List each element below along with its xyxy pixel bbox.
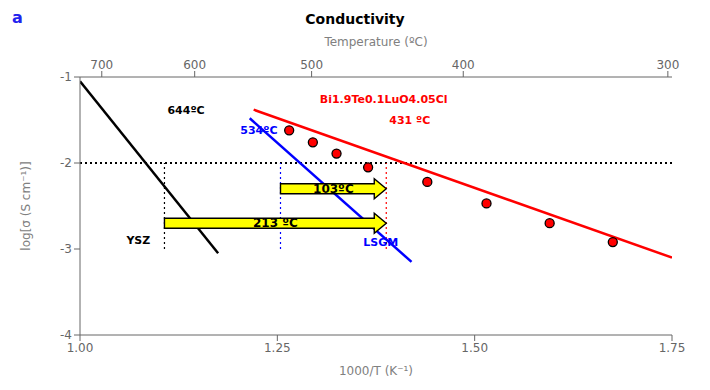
svg-text:1.00: 1.00 (67, 341, 94, 355)
svg-text:400: 400 (452, 58, 475, 72)
svg-text:644ºC: 644ºC (167, 104, 204, 117)
svg-text:213 ºC: 213 ºC (253, 216, 298, 230)
svg-text:1.50: 1.50 (461, 341, 488, 355)
svg-text:Bi1.9Te0.1LuO4.05Cl: Bi1.9Te0.1LuO4.05Cl (320, 93, 448, 106)
svg-text:534ºC: 534ºC (240, 124, 277, 137)
svg-text:103ºC: 103ºC (313, 182, 354, 196)
svg-text:-1: -1 (60, 70, 72, 84)
html-text:a: a (12, 8, 23, 27)
svg-text:LSGM: LSGM (363, 236, 398, 249)
html-text:Conductivity: Conductivity (305, 11, 405, 27)
svg-text:600: 600 (183, 58, 206, 72)
svg-text:-3: -3 (60, 242, 72, 256)
svg-text:log[σ (S cm⁻¹)]: log[σ (S cm⁻¹)] (19, 161, 33, 250)
svg-text:700: 700 (90, 58, 113, 72)
svg-text:431 ºC: 431 ºC (389, 114, 430, 127)
svg-text:YSZ: YSZ (125, 234, 150, 247)
svg-text:1.75: 1.75 (659, 341, 686, 355)
svg-text:-4: -4 (60, 328, 72, 342)
svg-text:500: 500 (300, 58, 323, 72)
svg-text:-2: -2 (60, 156, 72, 170)
svg-text:Temperature (ºC): Temperature (ºC) (323, 35, 427, 49)
svg-text:1000/T (K⁻¹): 1000/T (K⁻¹) (339, 364, 413, 378)
svg-text:1.25: 1.25 (264, 341, 291, 355)
svg-text:300: 300 (656, 58, 679, 72)
